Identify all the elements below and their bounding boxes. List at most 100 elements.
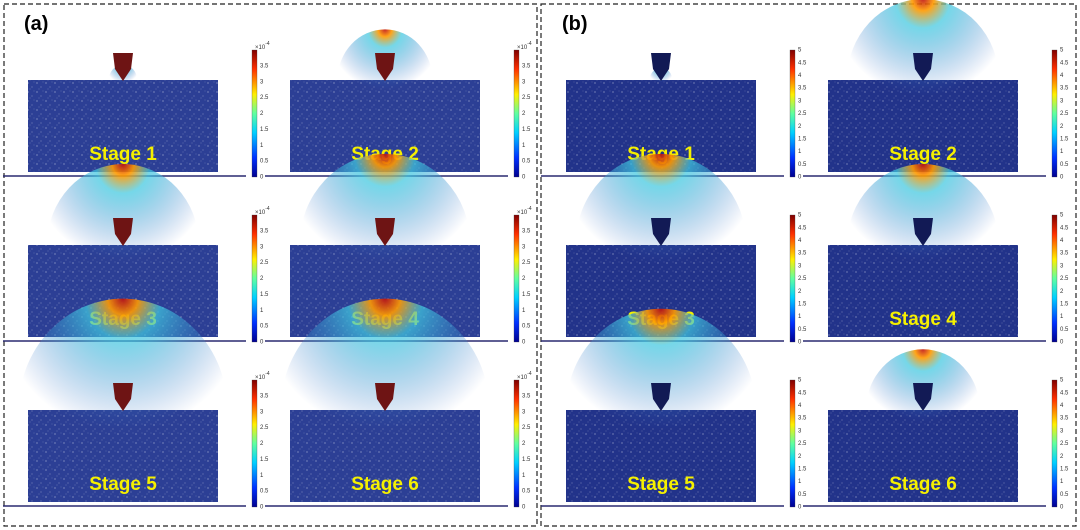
colorbar-exponent: ×10-4 — [255, 41, 270, 50]
colorbar-tick: 2 — [798, 289, 802, 295]
colorbar — [251, 49, 258, 178]
colorbar-tick: 1 — [1060, 149, 1064, 155]
colorbar-exponent: ×10-4 — [517, 206, 532, 215]
colorbar-tick: 0 — [798, 340, 802, 346]
colorbar-tick: 4.5 — [798, 60, 807, 66]
colorbar-tick: 0.5 — [522, 324, 531, 330]
colorbar-tick: 0.5 — [260, 324, 269, 330]
colorbar-tick: 3 — [798, 428, 802, 434]
particles — [28, 410, 218, 502]
colorbar-tick: 5 — [1060, 213, 1064, 219]
exponent-power: -4 — [527, 206, 532, 212]
particles — [828, 80, 1018, 172]
colorbar-tick: 0 — [260, 340, 264, 346]
colorbar-tick: 2 — [260, 276, 264, 282]
colorbar-tick: 1.5 — [522, 457, 531, 463]
colorbar-tick: 3.5 — [522, 393, 531, 399]
colorbar-tick: 3.5 — [1060, 416, 1069, 422]
exponent-power: -4 — [265, 371, 270, 377]
colorbar — [1051, 214, 1058, 343]
colorbar-tick: 2.5 — [522, 95, 531, 101]
colorbar-tick: 4 — [1060, 73, 1064, 79]
colorbar-tick: 2.5 — [522, 260, 531, 266]
colorbar-exponent: ×10-4 — [255, 371, 270, 380]
colorbar-tick: 3 — [798, 98, 802, 104]
exponent-base: ×10 — [255, 375, 266, 381]
colorbar — [1051, 379, 1058, 508]
colorbar-tick: 5 — [798, 48, 802, 54]
exponent-power: -4 — [527, 41, 532, 47]
colorbar-tick: 0 — [260, 505, 264, 511]
colorbar-tick: 3 — [1060, 428, 1064, 434]
colorbar-tick: 1 — [1060, 479, 1064, 485]
stage-label: Stage 5 — [627, 474, 695, 495]
colorbar-tick: 2.5 — [798, 111, 807, 117]
colorbar — [251, 379, 258, 508]
stage-label: Stage 6 — [889, 474, 957, 495]
colorbar-exponent: ×10-4 — [517, 371, 532, 380]
colorbar-tick: 1.5 — [260, 292, 269, 298]
colorbar-tick: 0 — [522, 340, 526, 346]
colorbar-tick: 3.5 — [260, 63, 269, 69]
stage-label: Stage 4 — [889, 309, 957, 330]
particles — [566, 410, 756, 502]
colorbar-tick: 1.5 — [1060, 301, 1069, 307]
colorbar-tick: 2 — [522, 111, 526, 117]
colorbar-tick: 0.5 — [522, 489, 531, 495]
colorbar-tick: 0 — [522, 505, 526, 511]
colorbar — [789, 379, 796, 508]
colorbar-tick: 1 — [260, 143, 264, 149]
colorbar-tick: 0.5 — [260, 159, 269, 165]
colorbar-tick: 2.5 — [260, 95, 269, 101]
colorbar-tick: 3.5 — [522, 63, 531, 69]
colorbar-tick: 3.5 — [260, 393, 269, 399]
particles — [828, 245, 1018, 337]
colorbar-tick: 0.5 — [798, 492, 807, 498]
exponent-base: ×10 — [255, 210, 266, 216]
colorbar-tick: 1 — [798, 149, 802, 155]
colorbar-tick: 2 — [1060, 454, 1064, 460]
exponent-power: -4 — [265, 206, 270, 212]
indenter — [913, 383, 933, 411]
colorbar-tick: 1.5 — [798, 466, 807, 472]
exponent-base: ×10 — [255, 45, 266, 51]
indenter — [913, 53, 933, 81]
colorbar-tick: 3.5 — [260, 228, 269, 234]
colorbar-tick: 1.5 — [1060, 136, 1069, 142]
colorbar-tick: 0.5 — [1060, 327, 1069, 333]
panel-label: (b) — [562, 13, 588, 35]
colorbar-tick: 1 — [260, 473, 264, 479]
colorbar-tick: 0.5 — [798, 327, 807, 333]
colorbar-tick: 2.5 — [1060, 441, 1069, 447]
colorbar-tick: 0 — [798, 175, 802, 181]
colorbar-tick: 0.5 — [1060, 492, 1069, 498]
colorbar-tick: 3 — [798, 263, 802, 269]
exponent-base: ×10 — [517, 375, 528, 381]
colorbar-tick: 1 — [1060, 314, 1064, 320]
colorbar-tick: 1 — [798, 314, 802, 320]
colorbar-tick: 3.5 — [798, 251, 807, 257]
colorbar-tick: 0 — [1060, 340, 1064, 346]
indenter — [913, 218, 933, 246]
colorbar-tick: 3 — [1060, 263, 1064, 269]
colorbar-tick: 2 — [798, 124, 802, 130]
colorbar-tick: 0 — [1060, 175, 1064, 181]
colorbar-tick: 4 — [798, 403, 802, 409]
indenter — [651, 218, 671, 246]
indenter — [375, 383, 395, 411]
colorbar-tick: 3.5 — [1060, 251, 1069, 257]
panel-border — [540, 3, 1077, 527]
colorbar-tick: 4 — [1060, 403, 1064, 409]
colorbar-tick: 2 — [260, 111, 264, 117]
colorbar-tick: 5 — [1060, 378, 1064, 384]
colorbar-tick: 3.5 — [798, 86, 807, 92]
stage-label: Stage 6 — [351, 474, 419, 495]
colorbar-tick: 2 — [1060, 124, 1064, 130]
colorbar-tick: 3.5 — [522, 228, 531, 234]
colorbar — [789, 214, 796, 343]
exponent-power: -4 — [527, 371, 532, 377]
colorbar-tick: 3 — [260, 409, 264, 415]
colorbar-tick: 2 — [522, 276, 526, 282]
colorbar-tick: 4 — [798, 238, 802, 244]
